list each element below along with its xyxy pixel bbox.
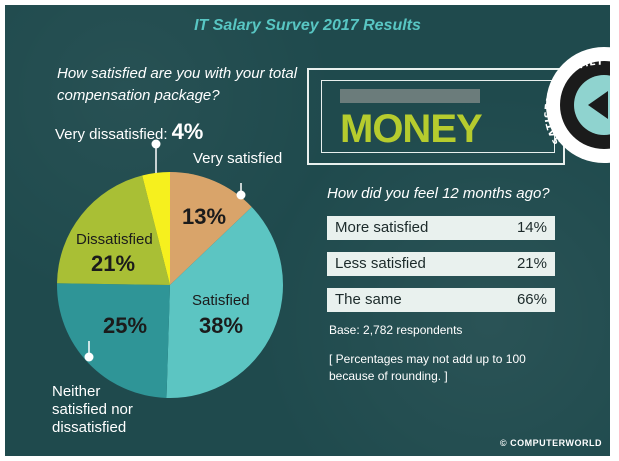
pie-chart <box>56 139 283 398</box>
past-row-less-label: Less satisfied <box>335 255 426 272</box>
label-neither: Neither satisfied nor dissatisfied <box>52 383 133 437</box>
past-row-same-value: 66% <box>516 291 547 308</box>
label-neither-line2: satisfied nor <box>52 401 133 418</box>
base-respondents: Base: 2,782 respondents <box>329 323 463 337</box>
rounding-note: [ Percentages may not add up to 100 beca… <box>329 352 526 383</box>
slice-very-dissatisfied <box>142 172 170 285</box>
label-dissatisfied: Dissatisfied <box>76 231 153 248</box>
money-word: MONEY <box>340 107 483 151</box>
slice-dissatisfied <box>57 175 170 285</box>
leader-dot-neither <box>84 352 94 362</box>
money-box: MONEY <box>307 68 565 165</box>
credit-computerworld: © COMPUTERWORLD <box>500 438 602 448</box>
pct-very-satisfied: 13% <box>182 204 227 229</box>
infographic-title: IT Salary Survey 2017 Results <box>194 17 421 34</box>
label-neither-line1: Neither <box>52 383 101 400</box>
past-question: How did you feel 12 months ago? <box>327 185 550 202</box>
past-row-same-label: The same <box>335 291 402 308</box>
past-row-same: The same 66% <box>327 288 555 312</box>
label-very-dissatisfied-text: Very dissatisfied: <box>55 126 168 143</box>
slice-very-satisfied <box>170 172 252 285</box>
label-very-satisfied: Very satisfied <box>193 150 283 167</box>
pct-neither: 25% <box>103 313 148 338</box>
money-inner-frame: MONEY <box>321 80 555 153</box>
slice-neither <box>56 283 170 398</box>
label-very-dissatisfied: Very dissatisfied: 4% <box>55 119 203 145</box>
satisfaction-meter-badge: SATISFACTION METER <box>542 43 610 163</box>
meter-arrow-icon <box>588 91 608 119</box>
pct-very-dissatisfied: 4% <box>171 119 204 144</box>
past-row-more: More satisfied 14% <box>327 216 555 240</box>
pct-dissatisfied: 21% <box>91 251 136 276</box>
infographic-panel: IT Salary Survey 2017 Results How satisf… <box>5 5 610 456</box>
past-row-more-value: 14% <box>516 219 547 236</box>
label-satisfied: Satisfied <box>192 292 250 309</box>
money-gray-strip <box>340 89 480 103</box>
label-neither-line3: dissatisfied <box>52 419 127 436</box>
past-row-less: Less satisfied 21% <box>327 252 555 276</box>
slice-satisfied <box>166 206 283 398</box>
past-row-less-value: 21% <box>516 255 547 272</box>
pie-question: How satisfied are you with your total co… <box>57 65 298 104</box>
pct-satisfied: 38% <box>199 313 244 338</box>
past-row-more-label: More satisfied <box>335 219 429 236</box>
leader-dot-very-dissatisfied <box>151 139 161 149</box>
leader-dot-very-satisfied <box>236 190 246 200</box>
